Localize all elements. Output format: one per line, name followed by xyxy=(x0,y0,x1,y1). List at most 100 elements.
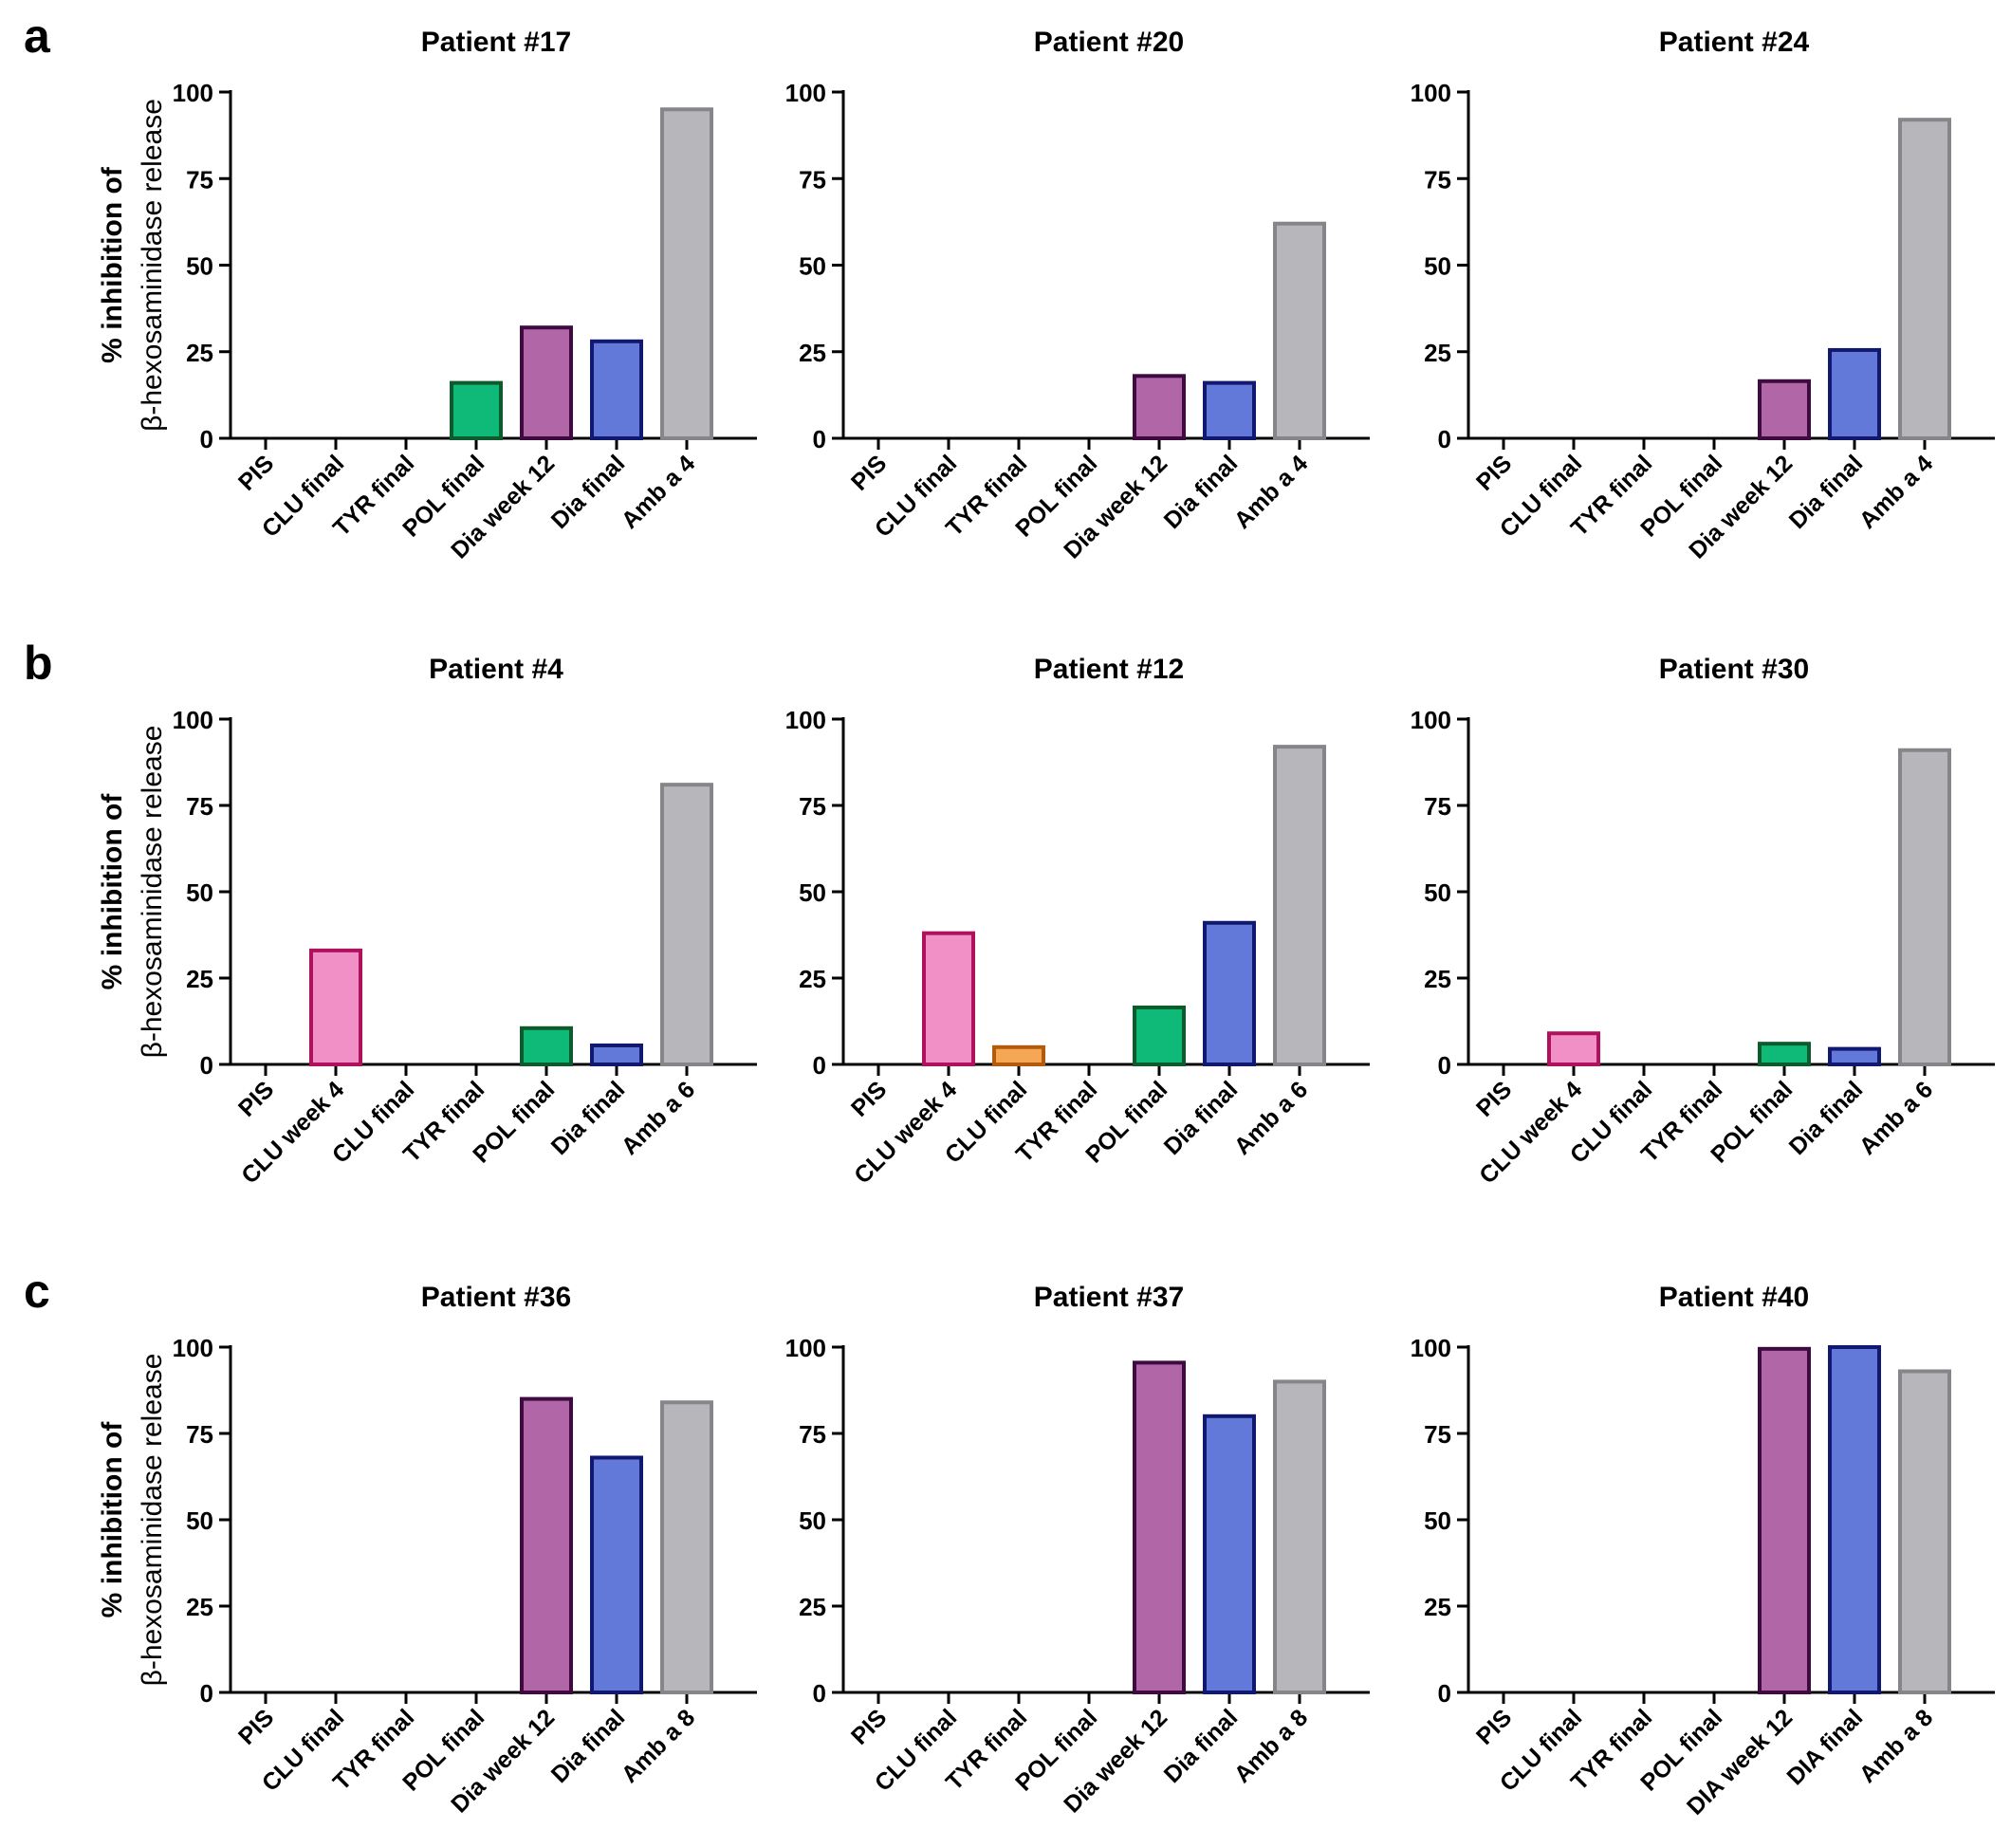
y-tick-label: 50 xyxy=(1424,252,1451,281)
x-tick-label: Amb a 8 xyxy=(1854,1704,1939,1788)
x-tick-label: Dia final xyxy=(546,1076,631,1160)
y-tick-label: 100 xyxy=(785,1334,826,1362)
y-tick-label: 100 xyxy=(785,79,826,107)
bar xyxy=(590,1043,643,1066)
x-tick-label: Amb a 8 xyxy=(1229,1704,1314,1788)
bar xyxy=(1203,380,1256,441)
bar xyxy=(450,380,503,441)
x-tick-label: Amb a 6 xyxy=(617,1076,701,1160)
y-tick-label: 100 xyxy=(1411,706,1451,734)
x-tick-label: Amb a 6 xyxy=(1854,1076,1939,1160)
bar xyxy=(660,107,713,440)
y-tick-label: 25 xyxy=(799,965,826,993)
y-tick-label: 0 xyxy=(813,1051,826,1080)
bar xyxy=(1547,1031,1600,1066)
y-tick-label: 75 xyxy=(186,1420,213,1449)
y-tick-label: 50 xyxy=(799,878,826,907)
bar xyxy=(1273,745,1326,1066)
x-tick-label: Dia final xyxy=(1159,450,1244,534)
x-tick-label: Amb a 8 xyxy=(617,1704,701,1788)
y-axis-label-line1: % inhibition of xyxy=(97,1421,128,1618)
bar xyxy=(590,1455,643,1694)
y-tick-label: 50 xyxy=(186,878,213,907)
x-tick-label: PIS xyxy=(846,1704,892,1749)
panel-label: a xyxy=(24,9,51,63)
x-tick-label: PIS xyxy=(1471,450,1517,495)
x-tick-label: PIS xyxy=(233,1704,279,1749)
bar xyxy=(1898,748,1951,1066)
bar xyxy=(309,948,362,1067)
y-tick-label: 25 xyxy=(1424,965,1451,993)
x-tick-label: Amb a 4 xyxy=(617,450,701,534)
chart-title: Patient #40 xyxy=(1659,1282,1809,1313)
x-tick-label: DIA final xyxy=(1781,1704,1868,1790)
bar xyxy=(1273,221,1326,440)
y-tick-label: 75 xyxy=(186,165,213,194)
x-tick-label: PIS xyxy=(233,1076,279,1121)
bar xyxy=(520,1396,573,1694)
y-axis-label-line2: β-hexosaminidase release xyxy=(137,1354,168,1687)
bar xyxy=(1273,1379,1326,1695)
y-tick-label: 0 xyxy=(200,1679,213,1708)
panel-label: b xyxy=(24,637,53,690)
panel-label: c xyxy=(24,1265,50,1318)
bar xyxy=(1758,1042,1811,1067)
x-tick-label: Amb a 4 xyxy=(1229,450,1314,534)
bar xyxy=(1758,1346,1811,1694)
y-tick-label: 75 xyxy=(1424,165,1451,194)
y-tick-label: 50 xyxy=(1424,1506,1451,1535)
x-tick-label: Dia final xyxy=(546,450,631,534)
y-tick-label: 100 xyxy=(1411,1334,1451,1362)
bar xyxy=(1203,920,1256,1067)
x-tick-label: PIS xyxy=(1471,1076,1517,1121)
y-tick-label: 100 xyxy=(173,79,213,107)
y-tick-label: 100 xyxy=(173,706,213,734)
bar xyxy=(1133,1005,1186,1066)
y-tick-label: 0 xyxy=(1438,1679,1451,1708)
y-axis-label-line1: % inhibition of xyxy=(97,166,128,363)
bar xyxy=(1828,1345,1881,1694)
x-tick-label: Amb a 6 xyxy=(1229,1076,1314,1160)
x-tick-label: PIS xyxy=(233,450,279,495)
chart-title: Patient #4 xyxy=(429,654,563,685)
bar xyxy=(520,1026,573,1067)
y-tick-label: 50 xyxy=(799,252,826,281)
bar xyxy=(992,1044,1045,1067)
chart-title: Patient #30 xyxy=(1659,654,1809,685)
y-tick-label: 25 xyxy=(186,1593,213,1621)
y-tick-label: 75 xyxy=(1424,1420,1451,1449)
chart-title: Patient #24 xyxy=(1659,27,1810,58)
y-tick-label: 100 xyxy=(785,706,826,734)
y-tick-label: 0 xyxy=(1438,1051,1451,1080)
x-tick-label: Dia final xyxy=(1784,1076,1869,1160)
x-tick-label: Dia final xyxy=(1784,450,1869,534)
y-tick-label: 0 xyxy=(1438,425,1451,453)
y-tick-label: 50 xyxy=(1424,878,1451,907)
bar xyxy=(660,783,713,1066)
y-tick-label: 25 xyxy=(799,339,826,367)
x-tick-label: PIS xyxy=(846,450,892,495)
bar xyxy=(1203,1414,1256,1695)
chart-title: Patient #12 xyxy=(1034,654,1184,685)
y-tick-label: 50 xyxy=(186,1506,213,1535)
y-tick-label: 75 xyxy=(1424,792,1451,821)
y-tick-label: 50 xyxy=(186,252,213,281)
y-tick-label: 50 xyxy=(799,1506,826,1535)
y-tick-label: 0 xyxy=(813,1679,826,1708)
x-tick-label: PIS xyxy=(1471,1704,1517,1749)
y-tick-label: 75 xyxy=(799,1420,826,1449)
chart-title: Patient #20 xyxy=(1034,27,1184,58)
chart-title: Patient #36 xyxy=(421,1282,571,1313)
bar xyxy=(520,325,573,441)
y-tick-label: 75 xyxy=(799,792,826,821)
bar xyxy=(1133,1360,1186,1694)
y-axis-label-line2: β-hexosaminidase release xyxy=(137,99,168,432)
